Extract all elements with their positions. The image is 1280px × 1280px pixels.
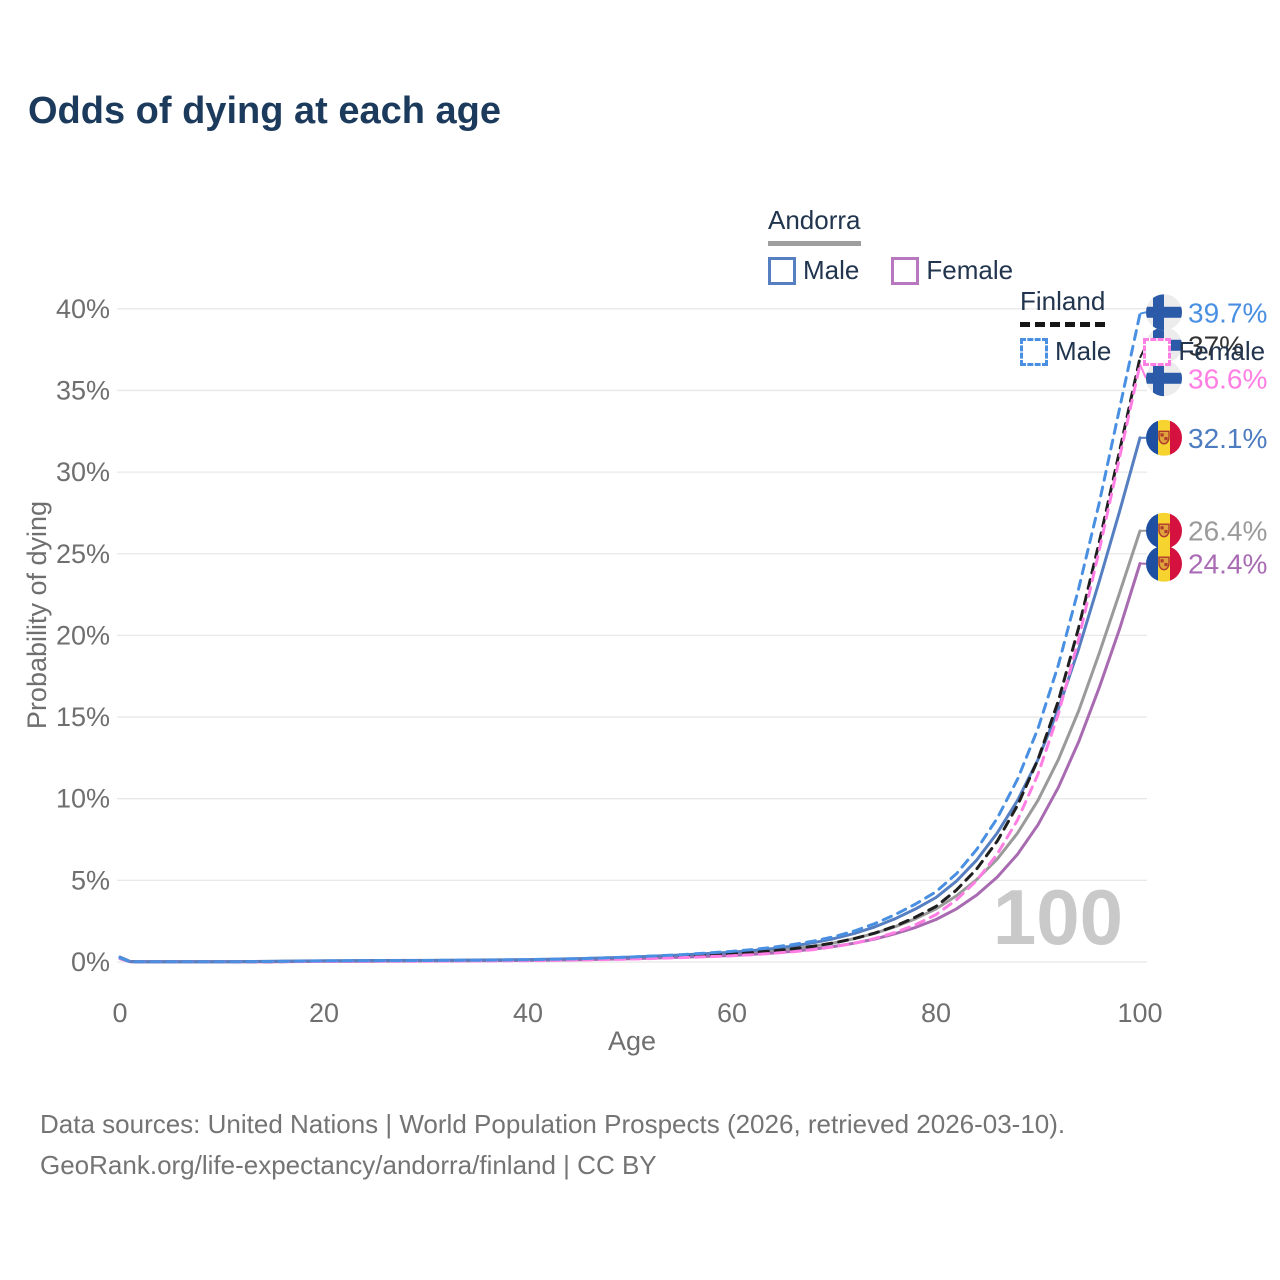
legend-swatch-andorra-female[interactable] [891, 256, 920, 285]
legend-group-andorra: Andorra Male Female [768, 205, 1280, 286]
legend-swatch-andorra-male[interactable] [768, 256, 796, 285]
series-line-andorra-total[interactable] [118, 529, 1142, 964]
legend-row-andorra: Male Female [768, 255, 1280, 286]
legend-swatch-finland-male[interactable] [1020, 337, 1048, 366]
flag-emblem-detail [1164, 437, 1168, 441]
series-line-andorra-male[interactable] [118, 436, 1142, 964]
y-tick-label: 0% [71, 947, 110, 977]
x-tick-label: 40 [513, 998, 543, 1028]
x-tick-label: 80 [921, 998, 951, 1028]
flag-emblem-detail [1164, 529, 1168, 534]
series-line-andorra-female[interactable] [118, 562, 1142, 964]
legend-label-finland-male[interactable]: Male [1055, 336, 1112, 366]
flag-emblem-detail [1160, 559, 1164, 563]
source-line-1: Data sources: United Nations | World Pop… [40, 1109, 1066, 1139]
andorra-flag-icon [1146, 419, 1182, 456]
x-tick-label: 60 [717, 998, 747, 1028]
finland-flag-icon [1146, 294, 1182, 331]
legend-swatch-finland-female[interactable] [1143, 337, 1172, 366]
legend-label-finland-female[interactable]: Female [1178, 336, 1266, 366]
end-label-connector-finland-male [1139, 311, 1147, 315]
y-tick-label: 15% [56, 702, 110, 732]
page-title: Odds of dying at each age [28, 90, 501, 132]
end-value-label-andorra-total: 26.4% [1188, 516, 1267, 547]
x-axis-title: Age [608, 1026, 656, 1056]
y-tick-label: 30% [56, 457, 110, 487]
finland-flag-icon [1146, 360, 1182, 397]
flag-stripe-red [1170, 512, 1182, 549]
y-axis-title: Probability of dying [22, 501, 52, 729]
y-tick-label: 35% [56, 375, 110, 405]
legend-group-finland: Finland Male Female [1020, 286, 1280, 367]
legend-country-finland[interactable]: Finland [1020, 286, 1106, 327]
flag-stripe-blue [1146, 545, 1158, 582]
flag-cross-v [1153, 294, 1164, 331]
end-value-label-finland-female: 36.6% [1188, 363, 1267, 394]
y-tick-label: 20% [56, 620, 110, 650]
y-tick-label: 40% [56, 294, 110, 324]
series-line-finland-female[interactable] [118, 362, 1142, 964]
end-value-label-andorra-male: 32.1% [1188, 423, 1267, 454]
legend-label-andorra-female[interactable]: Female [926, 255, 1014, 285]
end-value-label-andorra-female: 24.4% [1188, 549, 1267, 580]
series-line-finland-male[interactable] [118, 312, 1142, 964]
end-label-connector-finland-female [1139, 363, 1147, 379]
flag-stripe-blue [1146, 512, 1158, 549]
data-source-note: Data sources: United Nations | World Pop… [40, 1104, 1065, 1186]
flag-stripe-red [1170, 545, 1182, 582]
source-line-2[interactable]: GeoRank.org/life-expectancy/andorra/finl… [40, 1150, 657, 1180]
age-watermark: 100 [993, 873, 1123, 961]
flag-emblem-detail [1160, 433, 1164, 437]
legend-country-andorra[interactable]: Andorra [768, 205, 861, 246]
y-tick-label: 10% [56, 784, 110, 814]
y-tick-label: 25% [56, 539, 110, 569]
andorra-flag-icon [1146, 512, 1182, 549]
legend-row-finland: Male Female [1020, 336, 1280, 367]
x-tick-label: 100 [1117, 998, 1162, 1028]
x-tick-label: 0 [112, 998, 127, 1028]
flag-cross-v [1153, 360, 1164, 397]
flag-emblem-detail [1160, 526, 1164, 530]
flag-stripe-blue [1146, 419, 1158, 456]
legend-label-andorra-male[interactable]: Male [803, 255, 860, 285]
end-value-label-finland-total: 37% [1188, 330, 1244, 361]
series-line-finland-total[interactable] [118, 356, 1142, 964]
andorra-flag-icon [1146, 545, 1182, 582]
x-tick-label: 20 [309, 998, 339, 1028]
flag-emblem-detail [1164, 562, 1168, 567]
y-tick-label: 5% [71, 865, 110, 895]
end-value-label-finland-male: 39.7% [1188, 297, 1267, 328]
flag-stripe-red [1170, 419, 1182, 456]
